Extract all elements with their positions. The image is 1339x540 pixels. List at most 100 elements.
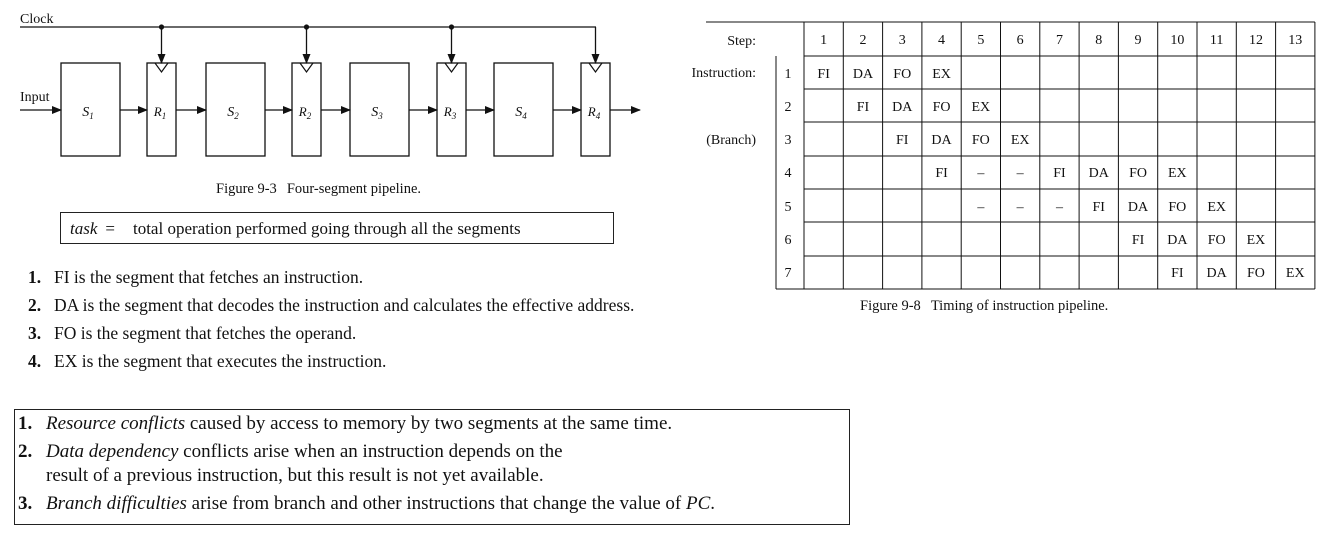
pipeline-stage-cell: DA [853, 67, 874, 82]
item-number: 2. [28, 295, 42, 315]
item-text: FO is the segment that fetches the opera… [54, 323, 357, 343]
step-number: 12 [1249, 33, 1263, 48]
pipeline-stage-cell: FI [896, 133, 909, 148]
hazard-text: caused by access to memory by two segmen… [189, 413, 673, 434]
pipeline-stage-cell: EX [1168, 166, 1187, 181]
step-number: 5 [977, 33, 984, 48]
pipeline-stage-cell: FI [1171, 266, 1184, 281]
pipeline-stage-cell: DA [1089, 166, 1110, 181]
hazard-term: Branch difficulties [46, 493, 187, 514]
pipeline-stage-cell: FI [857, 100, 870, 115]
step-number: 11 [1210, 33, 1223, 48]
item-text: EX is the segment that executes the inst… [54, 351, 387, 371]
pc-term: PC [686, 493, 711, 514]
period: . [710, 493, 716, 514]
instruction-number: 2 [785, 100, 792, 115]
pipeline-stage-cell: EX [1247, 233, 1266, 248]
timing-caption-text: Timing of instruction pipeline. [930, 298, 1109, 314]
segment-definition-list: 1. FI is the segment that fetches an inst… [28, 266, 668, 378]
pipeline-stage-cell: EX [932, 67, 951, 82]
step-number: 2 [859, 33, 866, 48]
hazard-item: 2. Data dependency conflicts arise when a… [18, 440, 849, 488]
instruction-number: 4 [785, 166, 792, 181]
item-text: DA is the segment that decodes the instr… [54, 295, 635, 315]
input-label: Input [20, 90, 50, 105]
hazard-term: Data dependency [46, 441, 179, 462]
pipeline-stage-cell: DA [1207, 266, 1228, 281]
clock-input-triangle [299, 62, 314, 74]
step-number: 10 [1170, 33, 1184, 48]
pipeline-stage-cell: FI [1132, 233, 1145, 248]
task-definition-text: total operation performed going through … [132, 219, 521, 238]
instruction-number: 7 [785, 266, 792, 281]
pipeline-stage-cell: FO [1129, 166, 1147, 181]
clock-input-triangle [588, 62, 603, 74]
instruction-number: 3 [785, 133, 792, 148]
instruction-number: 5 [785, 200, 792, 215]
hazard-item: 3. Branch difficulties arise from branch … [18, 492, 849, 516]
hazard-text-continued: result of a previous instruction, but th… [46, 465, 544, 486]
pipeline-stage-cell: – [976, 200, 985, 215]
pipeline-stage-cell: FO [933, 100, 951, 115]
task-term: task [70, 219, 98, 238]
branch-label: (Branch) [706, 133, 756, 148]
item-number: 4. [28, 351, 42, 371]
pipeline-stage-cell: EX [1286, 266, 1305, 281]
pipeline-stage-cell: FO [1247, 266, 1265, 281]
pipeline-stage-cell: – [1016, 200, 1025, 215]
pipeline-stage-cell: FI [935, 166, 948, 181]
item-number: 1. [28, 267, 42, 287]
instruction-number: 6 [785, 233, 792, 248]
clock-junction [158, 24, 165, 30]
pipeline-stage-cell: FO [1168, 200, 1186, 215]
instruction-number: 1 [785, 67, 792, 82]
pipeline-stage-cell: – [1055, 200, 1064, 215]
step-number: 6 [1017, 33, 1024, 48]
pipeline-stage-cell: EX [1207, 200, 1226, 215]
clock-junction [448, 24, 455, 30]
clock-label: Clock [20, 12, 53, 27]
step-number: 9 [1135, 33, 1142, 48]
pipeline-stage-cell: FI [1093, 200, 1106, 215]
pipeline-stage-cell: DA [1128, 200, 1149, 215]
item-number: 3. [18, 493, 33, 514]
step-number: 3 [899, 33, 906, 48]
hazard-text: arise from branch and other instructions… [191, 493, 682, 514]
pipeline-figure-caption: Figure 9-3 Four-segment pipeline. [216, 181, 421, 198]
pipeline-stage-cell: FO [1208, 233, 1226, 248]
step-number: 8 [1095, 33, 1102, 48]
timing-diagram: Step: Instruction: (Branch) 1 2 3 4 5 6 7 8 9 10 1… [691, 21, 1316, 290]
hazard-item: 1. Resource conflicts caused by access to… [18, 412, 849, 436]
pipeline-hazards-box: 1. Resource conflicts caused by access to… [14, 409, 850, 525]
pipeline-stage-cell: EX [972, 100, 991, 115]
pipeline-stage-cell: FO [893, 67, 911, 82]
segment-definition-item: 2. DA is the segment that decodes the ins… [28, 294, 668, 316]
hazard-text: conflicts arise when an instruction depe… [183, 441, 563, 462]
pipeline-stage-cell: FI [817, 67, 830, 82]
clock-junction [303, 24, 310, 30]
pipeline-stage-cell: DA [892, 100, 913, 115]
task-equals: = [105, 219, 115, 238]
timing-figure-caption: Figure 9-8 Timing of instruction pipeline… [860, 298, 1108, 315]
task-definition-box: task = total operation performed going thr… [60, 212, 614, 244]
pipeline-stage-cell: FO [972, 133, 990, 148]
item-text: FI is the segment that fetches an instru… [54, 267, 364, 287]
step-number: 4 [938, 33, 945, 48]
step-number: 1 [820, 33, 827, 48]
pipeline-stage-cell: DA [931, 133, 952, 148]
hazard-term: Resource conflicts [46, 413, 186, 434]
item-number: 2. [18, 441, 33, 462]
clock-input-triangle [444, 62, 459, 74]
pipeline-caption-text: Four-segment pipeline. [286, 181, 422, 197]
item-number: 1. [18, 413, 33, 434]
item-number: 3. [28, 323, 42, 343]
pipeline-stage-cell: FI [1053, 166, 1066, 181]
instruction-label: Instruction: [691, 66, 756, 81]
step-label: Step: [727, 34, 756, 49]
clock-input-triangle [154, 62, 169, 74]
segment-label: S1 [82, 105, 94, 121]
segment-definition-item: 3. FO is the segment that fetches the ope… [28, 322, 668, 344]
pipeline-stage-cell: – [1016, 166, 1025, 181]
pipeline-stage-cell: EX [1011, 133, 1030, 148]
